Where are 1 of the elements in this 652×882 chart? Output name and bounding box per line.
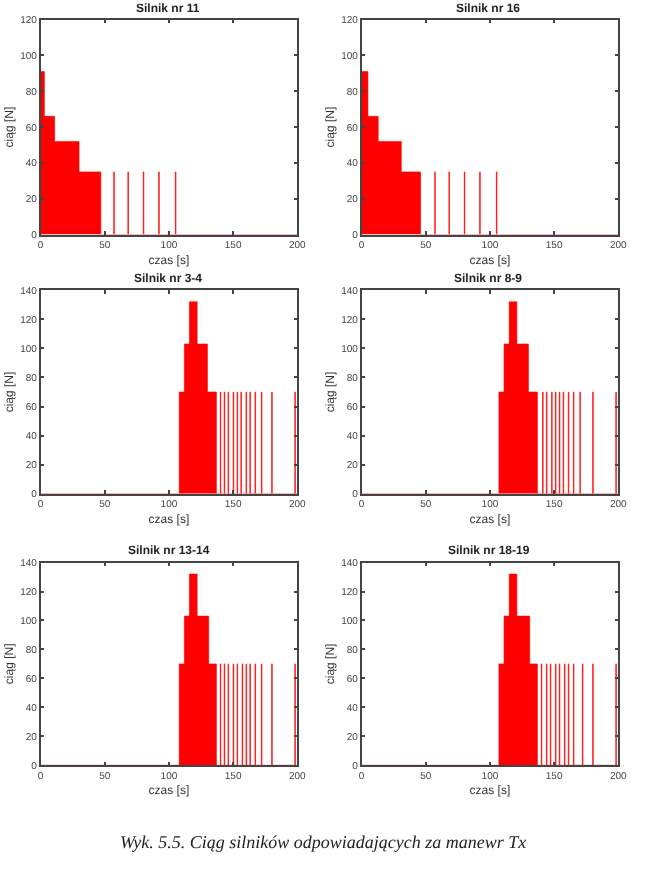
text: Wyk. 5.5. Ciąg silników odpowiadających za manewr Tx: [120, 832, 527, 852]
